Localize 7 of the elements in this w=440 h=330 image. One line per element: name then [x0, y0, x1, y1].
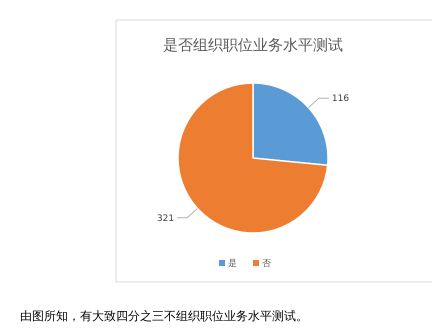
data-label: 321 — [156, 214, 174, 224]
legend-label: 是 — [228, 258, 237, 269]
chart-title: 是否组织职位业务水平测试 — [163, 36, 343, 54]
pie-slice — [177, 82, 328, 234]
legend-label: 否 — [262, 259, 271, 269]
text: 由图所知，有大致四分之三不组织职位业务水平测试。 — [20, 309, 308, 323]
data-label: 116 — [332, 94, 350, 104]
